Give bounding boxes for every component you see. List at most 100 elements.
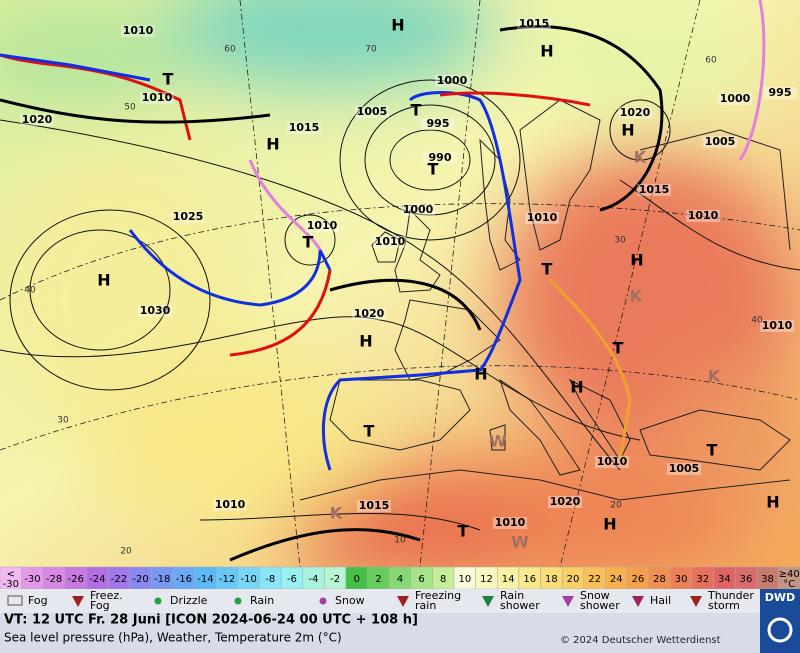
legend-symbol bbox=[154, 597, 162, 605]
pressure-center: W bbox=[489, 432, 507, 451]
label-bg bbox=[171, 211, 205, 223]
legend-symbol bbox=[562, 596, 574, 607]
pressure-label: 1000 bbox=[403, 203, 434, 216]
label-bg bbox=[686, 210, 720, 222]
pressure-label: 1010 bbox=[215, 498, 246, 511]
pressure-center: T bbox=[542, 260, 553, 279]
label-bg bbox=[548, 496, 582, 508]
pressure-center: H bbox=[266, 135, 279, 154]
pressure-center: H bbox=[97, 271, 110, 290]
pressure-label: 1020 bbox=[354, 307, 385, 320]
colorbar-label: -14 bbox=[197, 574, 213, 585]
colorbar-label: -2 bbox=[330, 574, 340, 585]
logo-mark bbox=[767, 617, 793, 643]
footer-bg bbox=[0, 613, 760, 653]
pressure-label: 1000 bbox=[720, 92, 751, 105]
label-bg bbox=[287, 122, 321, 134]
label-bg bbox=[357, 500, 391, 512]
pressure-center: T bbox=[458, 522, 469, 541]
colorbar-label: 2 bbox=[375, 574, 381, 585]
pressure-center: T bbox=[613, 339, 624, 358]
colorbar-label: -28 bbox=[46, 574, 62, 585]
isotherm-label: 10 bbox=[394, 536, 406, 546]
colorbar-label: 26 bbox=[631, 574, 644, 585]
label-bg bbox=[595, 456, 629, 468]
label-bg bbox=[401, 204, 435, 216]
label-bg bbox=[493, 517, 527, 529]
legend-label: Snow shower bbox=[580, 589, 620, 612]
colorbar-label: -8 bbox=[265, 574, 275, 585]
legend-label: Thunder storm bbox=[707, 589, 754, 612]
pressure-center: H bbox=[474, 365, 487, 384]
label-bg bbox=[525, 212, 559, 224]
label-bg bbox=[355, 106, 389, 118]
colorbar-label: -6 bbox=[287, 574, 297, 585]
isotherm-label: 20 bbox=[120, 547, 132, 557]
pressure-center: T bbox=[364, 422, 375, 441]
label-bg bbox=[140, 92, 174, 104]
pressure-label: 1010 bbox=[123, 24, 154, 37]
isotherm-label: 40 bbox=[24, 286, 36, 296]
legend-symbol bbox=[234, 597, 242, 605]
pressure-label: 1020 bbox=[22, 113, 53, 126]
colorbar-label: 28 bbox=[653, 574, 666, 585]
label-bg bbox=[618, 107, 652, 119]
pressure-center: T bbox=[163, 70, 174, 89]
label-bg bbox=[637, 184, 671, 196]
pressure-label: 1010 bbox=[307, 219, 338, 232]
colorbar-label: 32 bbox=[696, 574, 709, 585]
label-bg bbox=[667, 463, 701, 475]
pressure-label: 1025 bbox=[173, 210, 204, 223]
label-bg bbox=[703, 136, 737, 148]
pressure-label: 1015 bbox=[519, 17, 550, 30]
pressure-center: W bbox=[511, 533, 529, 552]
pressure-label: 1010 bbox=[762, 319, 793, 332]
legend-label: Hail bbox=[650, 594, 671, 607]
fronts bbox=[0, 0, 766, 562]
pressure-center: K bbox=[634, 148, 647, 167]
pressure-label: 1005 bbox=[357, 105, 388, 118]
legend-label: Drizzle bbox=[170, 594, 208, 607]
legend-symbol bbox=[632, 596, 644, 607]
pressure-label: 1010 bbox=[495, 516, 526, 529]
pressure-center: H bbox=[570, 378, 583, 397]
pressure-center: K bbox=[708, 367, 721, 386]
colorbar-label: 22 bbox=[588, 574, 601, 585]
description: Sea level pressure (hPa), Weather, Tempe… bbox=[4, 631, 342, 645]
pressure-center: K bbox=[330, 504, 343, 523]
colorbar-label: < -30 bbox=[3, 569, 19, 590]
legend-symbol bbox=[72, 596, 84, 607]
label-bg bbox=[373, 236, 407, 248]
legend-label: Fog bbox=[28, 594, 48, 607]
colorbar-label: 4 bbox=[397, 574, 403, 585]
pressure-label: 1005 bbox=[705, 135, 736, 148]
isotherm-label: 70 bbox=[365, 45, 377, 55]
colorbar-label: 0 bbox=[354, 574, 360, 585]
colorbar-label: ≥40 °C bbox=[779, 569, 800, 590]
isotherm-label: 30 bbox=[614, 236, 626, 246]
legend-symbol bbox=[690, 596, 702, 607]
label-bg bbox=[421, 118, 455, 130]
legend-label: Rain bbox=[250, 594, 274, 607]
logo-text: DWD bbox=[765, 591, 795, 604]
pressure-label: 1005 bbox=[669, 462, 700, 475]
legend-symbol bbox=[482, 596, 494, 607]
label-bg bbox=[760, 320, 794, 332]
label-bg bbox=[305, 220, 339, 232]
pressure-center: H bbox=[359, 332, 372, 351]
legend-symbol bbox=[397, 596, 409, 607]
pressure-center: H bbox=[621, 121, 634, 140]
pressure-center: H bbox=[391, 16, 404, 35]
valid-time: VT: 12 UTC Fr. 28 Juni [ICON 2024-06-24 … bbox=[4, 613, 418, 628]
pressure-label: 1010 bbox=[688, 209, 719, 222]
pressure-label: 1010 bbox=[375, 235, 406, 248]
label-bg bbox=[718, 93, 752, 105]
pressure-label: 1010 bbox=[527, 211, 558, 224]
isotherm-label: 20 bbox=[610, 501, 622, 511]
legend-label: Rain shower bbox=[500, 589, 540, 612]
pressure-label: 1020 bbox=[620, 106, 651, 119]
pressure-label: 1010 bbox=[597, 455, 628, 468]
isotherm-label: 40 bbox=[751, 316, 763, 326]
colorbar-label: -22 bbox=[111, 574, 127, 585]
pressure-label: 1000 bbox=[437, 74, 468, 87]
